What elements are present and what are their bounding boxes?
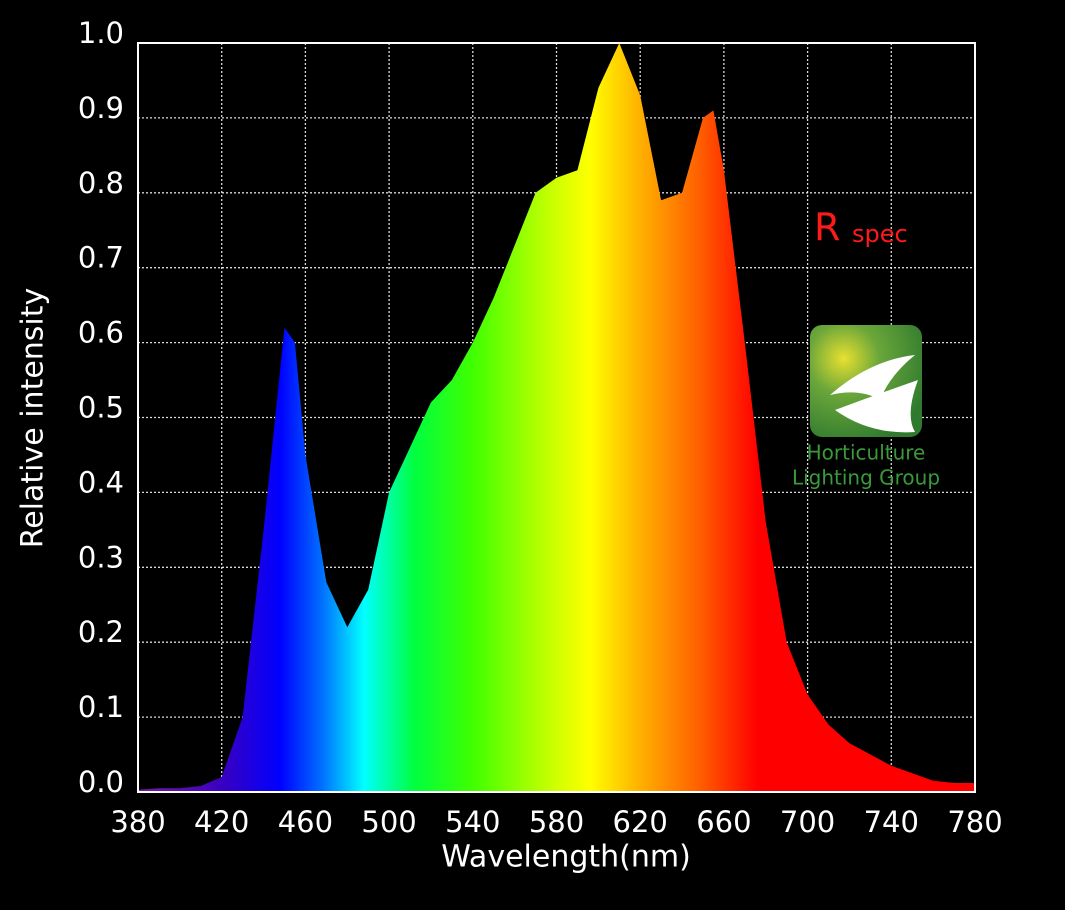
x-tick-label: 500 [361,805,416,839]
x-tick-label: 380 [110,805,165,839]
logo: Horticulture Lighting Group [792,325,940,490]
x-tick-label: 460 [278,805,333,839]
x-axis-label: Wavelength(nm) [441,840,691,875]
logo-text: Lighting Group [792,466,940,490]
y-axis-label: Relative intensity [16,288,51,549]
x-tick-label: 660 [696,805,751,839]
x-tick-label: 620 [613,805,668,839]
y-tick-label: 0.7 [78,241,124,275]
x-tick-label: 540 [445,805,500,839]
spectrum-area [138,43,975,792]
x-tick-label: 740 [864,805,919,839]
plot [138,43,975,792]
y-tick-label: 0.4 [78,465,124,499]
logo-leaf [830,355,915,400]
x-tick-label: 580 [529,805,584,839]
y-tick-label: 0.1 [78,690,124,724]
x-tick-label: 420 [194,805,249,839]
y-tick-label: 0.5 [78,391,124,425]
y-tick-label: 0.8 [78,166,124,200]
plot-frame [137,42,976,793]
y-tick-label: 0.0 [78,765,124,799]
y-tick-label: 0.9 [78,91,124,125]
y-tick-label: 0.6 [78,316,124,350]
annotation: spec [852,220,908,248]
logo-leaf [835,380,918,433]
y-tick-label: 1.0 [78,16,124,50]
x-tick-label: 780 [947,805,1002,839]
annotation: R [814,206,840,250]
y-tick-label: 0.2 [78,615,124,649]
y-tick-label: 0.3 [78,540,124,574]
logo-text: Horticulture [807,441,926,465]
x-tick-label: 700 [780,805,835,839]
